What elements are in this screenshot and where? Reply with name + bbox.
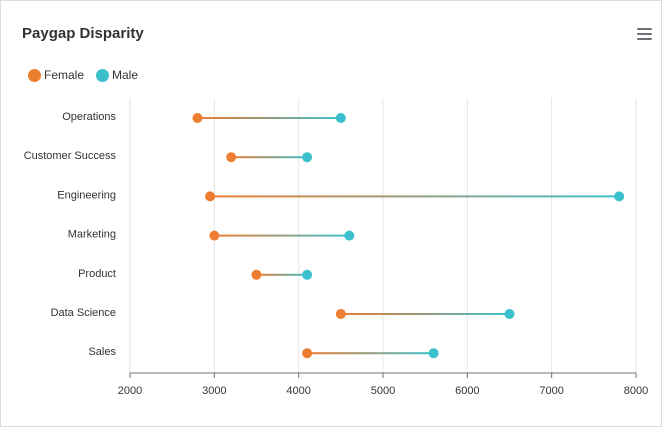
dot-female-engineering — [205, 191, 216, 202]
dot-male-marketing — [344, 230, 355, 241]
x-tick-label-2000: 2000 — [118, 385, 142, 397]
y-label-customer-success: Customer Success — [24, 150, 117, 162]
dot-female-product — [251, 269, 262, 280]
dot-female-customer-success — [226, 152, 237, 163]
legend: Female Male — [28, 68, 150, 82]
legend-item-male[interactable]: Male — [96, 68, 138, 82]
dot-male-product — [302, 269, 313, 280]
dot-female-operations — [192, 113, 203, 123]
dot-female-sales — [302, 348, 313, 359]
legend-label-male: Male — [112, 68, 139, 82]
hamburger-menu-icon[interactable] — [637, 28, 652, 40]
legend-dot-male — [96, 68, 110, 82]
dot-male-sales — [428, 348, 439, 359]
y-label-product: Product — [78, 268, 116, 280]
y-label-data-science: Data Science — [51, 307, 116, 319]
legend-item-female[interactable]: Female — [28, 68, 84, 82]
dot-male-customer-success — [302, 152, 313, 163]
y-label-engineering: Engineering — [57, 189, 116, 201]
y-label-sales: Sales — [88, 346, 116, 358]
dot-female-marketing — [209, 230, 220, 241]
dot-male-engineering — [614, 191, 625, 202]
x-tick-label-6000: 6000 — [455, 385, 479, 397]
y-label-operations: Operations — [62, 111, 116, 123]
legend-label-female: Female — [44, 68, 85, 82]
connector-marketing — [214, 234, 350, 237]
dot-male-operations — [335, 113, 346, 123]
chart-title: Paygap Disparity — [22, 25, 144, 42]
connector-sales — [307, 352, 434, 355]
dot-female-data-science — [335, 309, 346, 319]
y-label-marketing: Marketing — [68, 229, 116, 241]
x-tick-label-5000: 5000 — [371, 385, 395, 397]
x-tick-label-3000: 3000 — [202, 385, 226, 397]
connector-product — [256, 273, 308, 276]
connector-engineering — [210, 195, 620, 198]
x-tick-label-8000: 8000 — [624, 385, 648, 397]
legend-dot-female — [28, 68, 41, 82]
connector-customer-success — [231, 156, 308, 159]
connector-operations — [197, 117, 341, 119]
dot-male-data-science — [504, 309, 515, 319]
x-tick-label-4000: 4000 — [286, 385, 310, 397]
connector-data-science — [340, 313, 510, 315]
x-tick-label-7000: 7000 — [539, 385, 563, 397]
